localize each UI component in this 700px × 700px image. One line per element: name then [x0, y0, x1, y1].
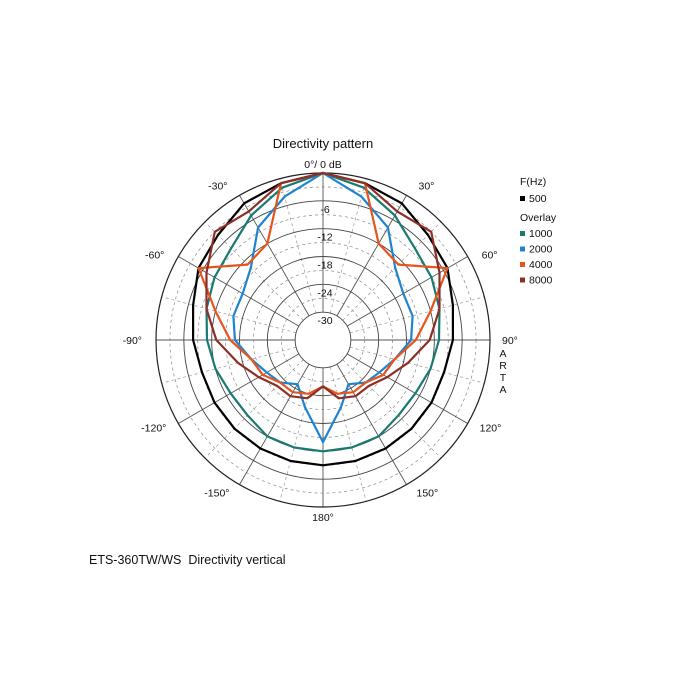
legend-swatch-4000: [520, 262, 525, 267]
radial-tick-label: -6: [320, 204, 329, 216]
spoke-line: [279, 366, 317, 502]
spoke-line: [342, 359, 442, 459]
angle-label: 90°: [502, 335, 518, 347]
legend-label-2000: 2000: [529, 244, 553, 256]
legend-label-500: 500: [529, 193, 547, 205]
legend-swatch-8000: [520, 277, 525, 283]
radial-tick-label: -30: [317, 315, 332, 327]
series-line-8000: [205, 171, 441, 400]
legend-swatch-2000: [520, 246, 525, 252]
figure-caption: ETS-360TW/WS Directivity vertical: [89, 553, 286, 567]
legend-overlay-label: Overlay: [520, 212, 557, 224]
angle-label: 120°: [480, 423, 502, 435]
angle-label: -90°: [123, 335, 142, 347]
angle-label: 60°: [482, 250, 498, 262]
polar-series: [192, 171, 454, 467]
angle-label: -150°: [204, 488, 229, 500]
radial-tick-label: -18: [317, 260, 332, 272]
angle-label: -30°: [208, 180, 227, 192]
side-label-letter: R: [499, 360, 507, 372]
spoke-line: [346, 353, 468, 424]
spoke-line: [342, 221, 442, 321]
spoke-line: [329, 178, 367, 314]
angle-label: 30°: [419, 180, 435, 192]
spoke-line: [329, 366, 367, 502]
legend-swatch-1000: [520, 231, 525, 236]
spoke-line: [279, 178, 317, 314]
polar-labels: Directivity pattern 0°/ 0 dB -30° 30° -60°…: [123, 136, 518, 524]
legend-label-8000: 8000: [529, 275, 553, 287]
radial-tick-label: -12: [317, 232, 332, 244]
spoke-line: [204, 359, 304, 459]
legend-swatch-500: [520, 196, 525, 201]
angle-label: 150°: [417, 488, 439, 500]
series-line-2000: [232, 171, 414, 444]
spoke-line: [349, 296, 485, 334]
spoke-line: [161, 346, 297, 384]
major-ring: [183, 200, 463, 480]
chart-title: Directivity pattern: [273, 136, 373, 151]
legend-header: F(Hz): [520, 176, 546, 188]
major-ring: [266, 283, 380, 397]
top-angle-label: 0°/ 0 dB: [304, 159, 341, 171]
major-ring: [239, 256, 407, 424]
legend-label-4000: 4000: [529, 259, 553, 271]
angle-label: 180°: [312, 512, 334, 524]
angle-label: -120°: [141, 423, 166, 435]
legend-label-1000: 1000: [529, 228, 553, 240]
series-line-1000: [205, 171, 441, 453]
spoke-line: [161, 296, 297, 334]
angle-label: -60°: [145, 250, 164, 262]
side-label-letter: T: [500, 372, 507, 384]
spoke-line: [178, 353, 300, 424]
legend: F(Hz) Overlay 500 1000 2000 4000 8000: [520, 176, 557, 287]
spoke-line: [349, 346, 485, 384]
spoke-line: [204, 221, 304, 321]
side-label-letter: A: [499, 384, 506, 396]
side-label-letter: A: [499, 348, 506, 360]
major-ring: [294, 311, 352, 369]
radial-tick-label: -24: [317, 287, 332, 299]
